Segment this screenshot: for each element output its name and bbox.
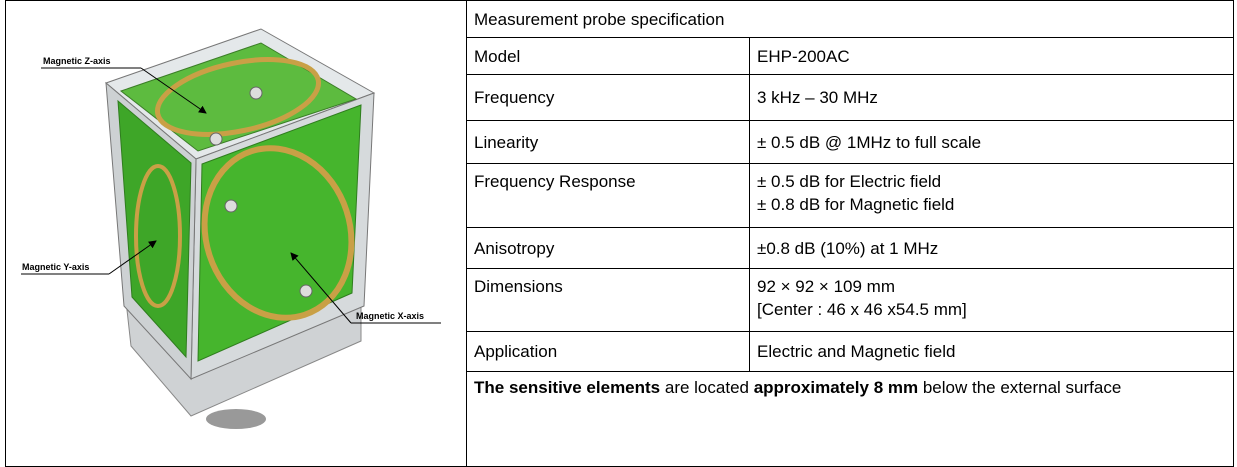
axis-label: Magnetic Y-axis <box>22 262 89 272</box>
spec-value: ±0.8 dB (10%) at 1 MHz <box>750 228 1234 269</box>
note-text: below the external surface <box>918 378 1121 397</box>
spec-label: Linearity <box>467 121 750 164</box>
table-title: Measurement probe specification <box>467 1 1234 38</box>
spec-label: Dimensions <box>467 269 750 332</box>
page: {"figure":{"labels":["Magnetic Z-axis","… <box>0 0 1237 467</box>
note-text: The sensitive elements <box>474 378 660 397</box>
spec-row: Linearity ± 0.5 dB @ 1MHz to full scale <box>467 121 1234 164</box>
screw <box>250 87 262 99</box>
spec-row: Frequency Response± 0.5 dB for Electric … <box>467 164 1234 228</box>
spec-value: ± 0.5 dB @ 1MHz to full scale <box>750 121 1234 164</box>
spec-row: Model EHP-200AC <box>467 38 1234 75</box>
spec-row: Frequency 3 kHz – 30 MHz <box>467 75 1234 121</box>
axis-label: Magnetic Z-axis <box>43 56 111 66</box>
title-row: Measurement probe specification <box>467 1 1234 38</box>
spec-label: Frequency Response <box>467 164 750 228</box>
screw <box>225 200 237 212</box>
spec-value: ± 0.5 dB for Electric field± 0.8 dB for … <box>750 164 1234 228</box>
spec-label: Application <box>467 332 750 372</box>
note-text: approximately 8 mm <box>754 378 918 397</box>
note: The sensitive elements are located appro… <box>467 372 1234 467</box>
axis-label: Magnetic X-axis <box>356 311 424 321</box>
spec-label: Frequency <box>467 75 750 121</box>
note-text: are located <box>660 378 754 397</box>
spec-value: 3 kHz – 30 MHz <box>750 75 1234 121</box>
probe-foot <box>206 409 266 429</box>
spec-line: EHP-200AC <box>757 45 1226 68</box>
screw <box>210 133 222 145</box>
spec-line: ±0.8 dB (10%) at 1 MHz <box>757 237 1226 260</box>
spec-value: Electric and Magnetic field <box>750 332 1234 372</box>
spec-line: Electric and Magnetic field <box>757 340 1226 363</box>
spec-row: Anisotropy ±0.8 dB (10%) at 1 MHz <box>467 228 1234 269</box>
screw <box>300 285 312 297</box>
spec-value: EHP-200AC <box>750 38 1234 75</box>
spec-label: Anisotropy <box>467 228 750 269</box>
note-row: The sensitive elements are located appro… <box>467 372 1234 467</box>
probe-illustration: Magnetic Z-axis Magnetic Y-axis Magnetic… <box>6 1 466 466</box>
spec-line: ± 0.5 dB for Electric field <box>757 170 1226 193</box>
spec-row: Application Electric and Magnetic field <box>467 332 1234 372</box>
spec-line: 92 × 92 × 109 mm <box>757 275 1226 298</box>
spec-line: 3 kHz – 30 MHz <box>757 86 1226 109</box>
spec-value: 92 × 92 × 109 mm[Center : 46 x 46 x54.5 … <box>750 269 1234 332</box>
spec-line: ± 0.8 dB for Magnetic field <box>757 193 1226 216</box>
probe-figure: Magnetic Z-axis Magnetic Y-axis Magnetic… <box>5 0 466 467</box>
spec-line: ± 0.5 dB @ 1MHz to full scale <box>757 131 1226 154</box>
spec-line: [Center : 46 x 46 x54.5 mm] <box>757 298 1226 321</box>
spec-label: Model <box>467 38 750 75</box>
